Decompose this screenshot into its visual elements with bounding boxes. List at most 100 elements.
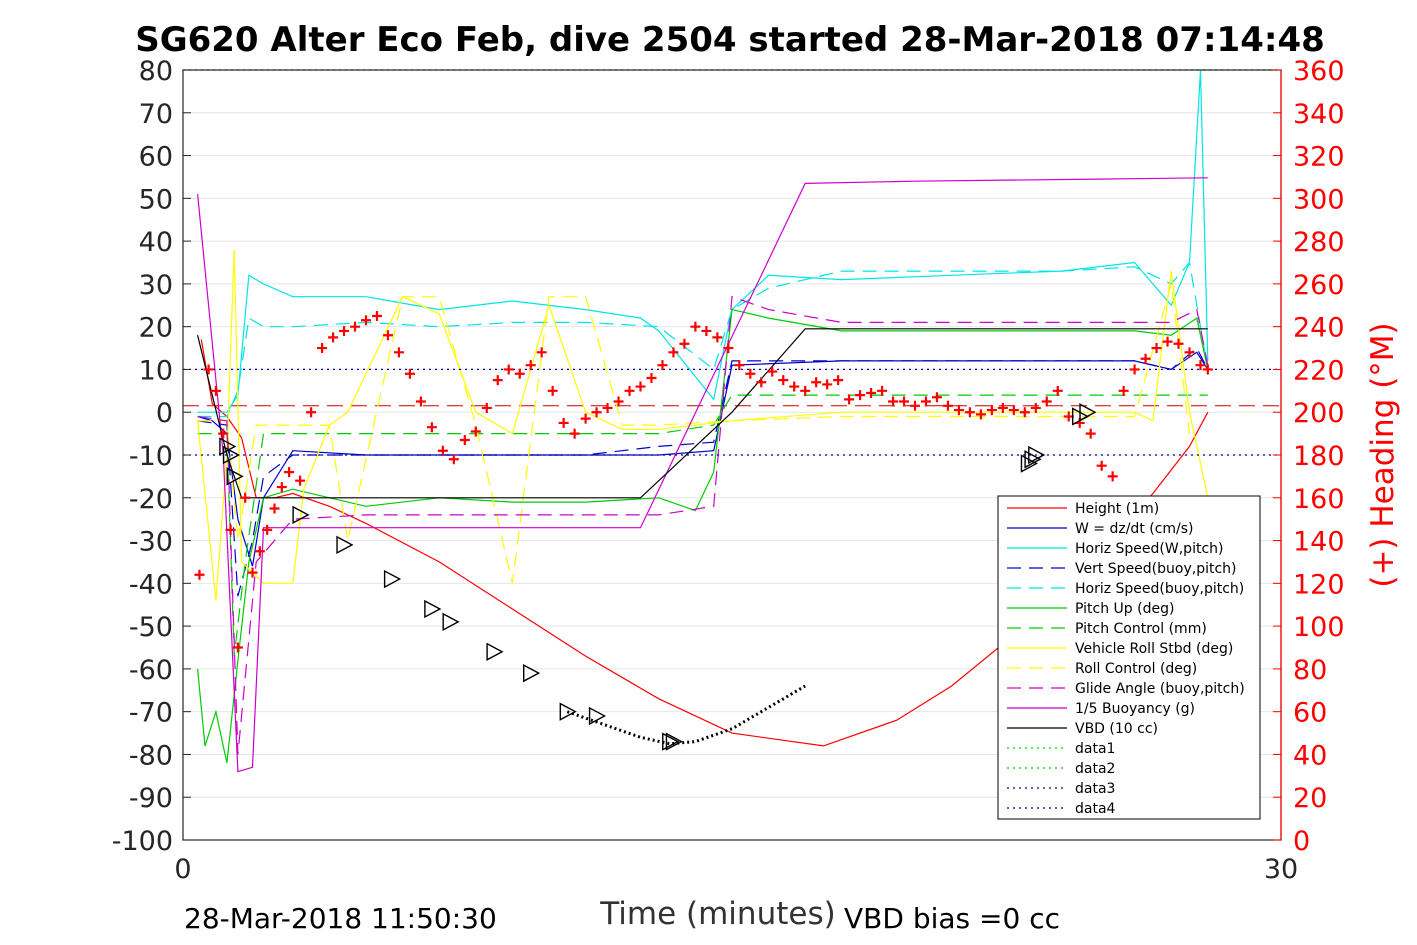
heading-point (448, 454, 459, 465)
heading-point (415, 396, 426, 407)
series-line-horiz-speed-buoy-pitch (197, 261, 1209, 418)
y-axis-right-label: (+) Heading (°M) (1365, 322, 1401, 587)
heading-point (1195, 360, 1206, 371)
y-tick-label: -30 (129, 527, 173, 558)
y-right-tick-label: 240 (1293, 313, 1345, 344)
legend-label: VBD (10 cc) (1075, 721, 1158, 737)
triangle-marker (292, 505, 310, 525)
y-tick-label: 80 (139, 56, 173, 87)
heading-point (306, 407, 317, 418)
legend-label: data3 (1075, 781, 1115, 797)
y-tick-label: -90 (129, 783, 173, 814)
heading-point (1129, 364, 1140, 375)
heading-point (701, 325, 712, 336)
heading-point (986, 405, 997, 416)
heading-point (953, 405, 964, 416)
y-right-tick-label: 220 (1293, 355, 1345, 386)
heading-point (910, 400, 920, 411)
series-line-horiz-speed-w-pitch (197, 69, 1209, 413)
heading-markers (194, 310, 1213, 653)
y-tick-label: 10 (139, 355, 173, 386)
heading-point (1140, 353, 1151, 364)
legend-label: Pitch Control (mm) (1075, 621, 1207, 637)
y-right-tick-label: 80 (1293, 655, 1327, 686)
footer-vbd-bias: VBD bias =0 cc (844, 902, 1060, 935)
x-axis: 0 30 (174, 854, 1298, 885)
heading-point (877, 385, 888, 396)
x-tick-label: 30 (1264, 854, 1298, 885)
heading-point (382, 330, 393, 341)
heading-point (723, 343, 734, 354)
heading-point (646, 373, 657, 383)
heading-point (492, 375, 503, 386)
heading-point (756, 377, 767, 388)
series-line-roll-control-deg (197, 283, 1191, 584)
heading-point (225, 524, 236, 535)
y-tick-label: 60 (139, 142, 173, 173)
triangle-marker (523, 664, 541, 683)
y-tick-label: -20 (129, 484, 173, 515)
triangle-marker (1079, 403, 1097, 422)
triangle-marker (383, 569, 402, 589)
heading-point (1052, 385, 1063, 396)
heading-point (690, 321, 701, 332)
heading-point (888, 396, 899, 407)
triangle-marker (665, 732, 683, 751)
heading-point (1096, 460, 1107, 471)
legend-label: Pitch Up (deg) (1075, 601, 1174, 617)
triangle-marker (559, 702, 577, 721)
heading-point (254, 546, 265, 557)
triangle-marker (219, 437, 237, 456)
x-tick-label: 0 (174, 854, 191, 885)
y-right-tick-label: 20 (1293, 783, 1327, 814)
heading-point (657, 360, 668, 371)
y-tick-label: -50 (129, 612, 173, 643)
triangle-marker (442, 612, 460, 631)
heading-point (1151, 343, 1162, 354)
heading-point (800, 385, 811, 396)
legend-label: data4 (1075, 801, 1116, 817)
heading-point (404, 368, 415, 379)
x-axis-label: Time (minutes) (599, 896, 835, 932)
heading-point (232, 642, 243, 653)
heading-point (328, 332, 339, 343)
legend-label: Height (1m) (1075, 501, 1159, 517)
y-tick-label: 50 (139, 184, 173, 215)
heading-point (459, 435, 470, 446)
series-line-pitch-up-deg (197, 308, 1209, 764)
triangle-marker (336, 535, 354, 554)
triangle-marker (1028, 445, 1046, 465)
heading-point (1030, 402, 1041, 413)
series-line-vert-speed-buoy-pitch (197, 347, 1209, 597)
heading-point (975, 409, 986, 420)
triangle-marker (222, 445, 241, 465)
legend-label: Vehicle Roll Stbd (deg) (1075, 641, 1233, 657)
heading-point (426, 422, 437, 433)
y-tick-label: 40 (139, 227, 173, 258)
heading-point (218, 428, 229, 439)
heading-point (371, 310, 382, 321)
series-line-vehicle-roll-stbd-deg (197, 249, 1209, 601)
legend-box (997, 495, 1261, 820)
heading-point (203, 364, 214, 375)
heading-point (295, 475, 306, 486)
y-right-tick-label: 0 (1293, 826, 1310, 857)
heading-point (350, 321, 361, 332)
heading-point (339, 325, 350, 336)
heading-point (822, 379, 833, 390)
heading-point (591, 407, 602, 418)
y-tick-label: 0 (156, 398, 173, 429)
y-tick-label: -40 (129, 569, 173, 600)
heading-point (855, 390, 866, 401)
heading-point (269, 503, 280, 514)
legend-label: Glide Angle (buoy,pitch) (1075, 681, 1245, 697)
heading-point (393, 347, 404, 358)
heading-point (942, 400, 953, 411)
heading-point (437, 445, 448, 456)
heading-point (558, 417, 569, 428)
heading-point (811, 377, 822, 388)
heading-point (514, 368, 525, 379)
heading-point (844, 394, 855, 405)
series-line-pitch-control-mm (197, 394, 1208, 657)
